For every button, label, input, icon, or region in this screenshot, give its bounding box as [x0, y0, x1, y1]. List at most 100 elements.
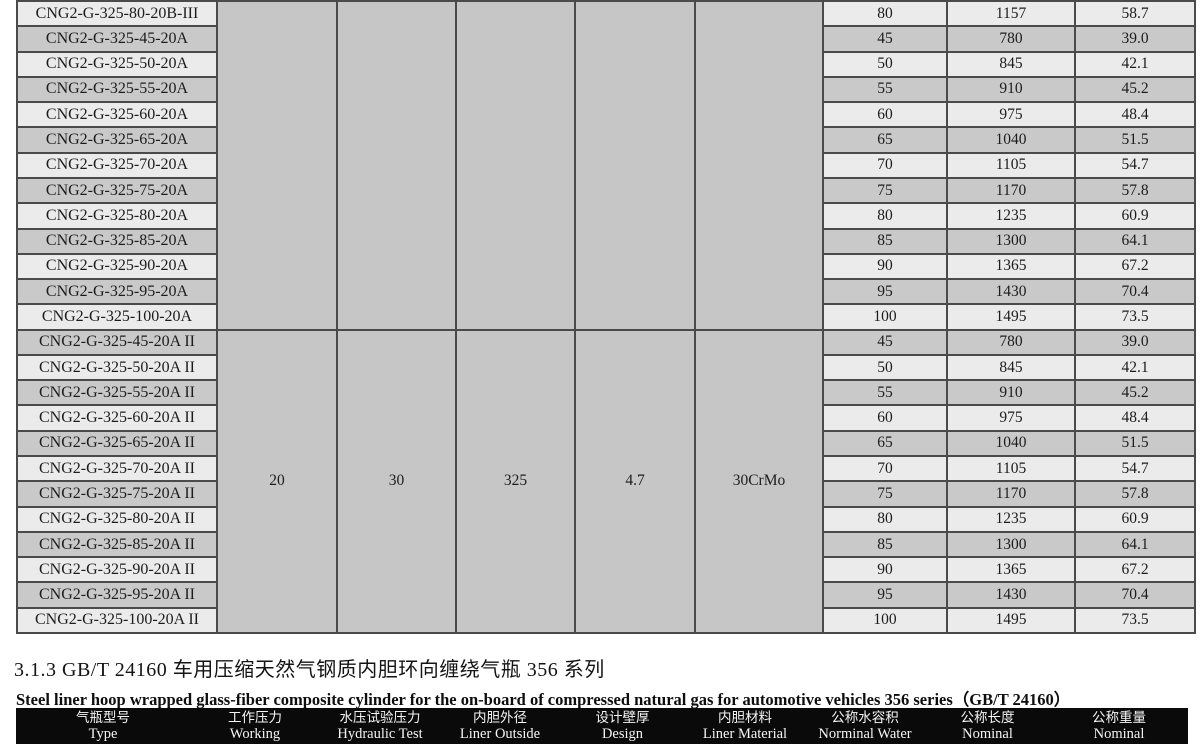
length-cell: 1040 [948, 431, 1074, 456]
model-cell: CNG2-G-325-85-20A [18, 229, 216, 253]
volume-cell: 100 [824, 608, 946, 632]
header-label-en: Liner Material [702, 726, 788, 742]
liner-material-merged-upper-cell [696, 2, 822, 329]
volume-cell: 65 [824, 431, 946, 456]
model-cell: CNG2-G-325-45-20A II [18, 330, 216, 354]
header-label-en: Norminal Water [818, 726, 912, 742]
working-pressure-merged-upper-cell [218, 2, 336, 329]
liner-outside-diameter-cell: 325 [457, 330, 574, 632]
volume-cell: 80 [824, 507, 946, 531]
weight-cell: 64.1 [1076, 229, 1194, 253]
volume-cell: 55 [824, 381, 946, 405]
length-cell: 910 [948, 381, 1074, 405]
volume-cell: 90 [824, 558, 946, 582]
volume-cell: 80 [824, 204, 946, 228]
weight-cell: 67.2 [1076, 254, 1194, 279]
length-cell: 1170 [948, 178, 1074, 203]
weight-cell: 57.8 [1076, 178, 1194, 203]
header-column-7: 公称水容积 Norminal Water [805, 708, 925, 744]
length-cell: 780 [948, 27, 1074, 51]
model-cell: CNG2-G-325-50-20A [18, 52, 216, 76]
weight-cell: 51.5 [1076, 128, 1194, 152]
volume-cell: 60 [824, 103, 946, 127]
weight-cell: 45.2 [1076, 77, 1194, 102]
model-cell: CNG2-G-325-80-20B-III [18, 2, 216, 26]
volume-cell: 60 [824, 406, 946, 430]
liner-material-cell: 30CrMo [696, 330, 822, 632]
header-label-zh: 内胆外径 [473, 709, 527, 725]
header-label-zh: 内胆材料 [718, 709, 772, 725]
weight-cell: 64.1 [1076, 532, 1194, 557]
header-label-zh: 工作压力 [228, 709, 282, 725]
model-cell: CNG2-G-325-75-20A II [18, 482, 216, 506]
header-label-zh: 水压试验压力 [339, 709, 421, 725]
header-label-zh: 气瓶型号 [76, 709, 130, 725]
weight-cell: 70.4 [1076, 583, 1194, 607]
weight-cell: 57.8 [1076, 482, 1194, 506]
weight-cell: 73.5 [1076, 305, 1194, 329]
model-cell: CNG2-G-325-90-20A II [18, 558, 216, 582]
volume-cell: 80 [824, 2, 946, 26]
volume-cell: 55 [824, 77, 946, 102]
length-cell: 910 [948, 77, 1074, 102]
model-cell: CNG2-G-325-80-20A II [18, 507, 216, 531]
weight-cell: 70.4 [1076, 280, 1194, 304]
length-cell: 1105 [948, 153, 1074, 177]
model-cell: CNG2-G-325-95-20A II [18, 583, 216, 607]
length-cell: 845 [948, 355, 1074, 380]
length-cell: 780 [948, 330, 1074, 354]
length-cell: 1300 [948, 532, 1074, 557]
length-cell: 1430 [948, 280, 1074, 304]
length-cell: 1365 [948, 558, 1074, 582]
volume-cell: 85 [824, 532, 946, 557]
model-cell: CNG2-G-325-85-20A II [18, 532, 216, 557]
model-cell: CNG2-G-325-75-20A [18, 178, 216, 203]
hydraulic-test-pressure-cell: 30 [338, 330, 455, 632]
header-label-en: Hydraulic Test [337, 726, 423, 742]
cylinder-spec-table: CNG2-G-325-80-20B-III 80 1157 58.7 CNG2-G-32… [16, 0, 1196, 634]
weight-cell: 58.7 [1076, 2, 1194, 26]
model-cell: CNG2-G-325-70-20A [18, 153, 216, 177]
length-cell: 1040 [948, 128, 1074, 152]
header-column-8: 公称长度 Nominal [925, 708, 1050, 744]
hydraulic-test-pressure-merged-upper-cell [338, 2, 455, 329]
length-cell: 1235 [948, 204, 1074, 228]
header-column-2: 工作压力 Working [190, 708, 320, 744]
length-cell: 1430 [948, 583, 1074, 607]
model-cell: CNG2-G-325-45-20A [18, 27, 216, 51]
length-cell: 1105 [948, 457, 1074, 481]
model-cell: CNG2-G-325-60-20A [18, 103, 216, 127]
header-column-3: 水压试验压力 Hydraulic Test [320, 708, 440, 744]
working-pressure-cell: 20 [218, 330, 336, 632]
length-cell: 1365 [948, 254, 1074, 279]
volume-cell: 100 [824, 305, 946, 329]
volume-cell: 50 [824, 355, 946, 380]
weight-cell: 42.1 [1076, 355, 1194, 380]
header-label-zh: 公称水容积 [831, 709, 899, 725]
volume-cell: 95 [824, 280, 946, 304]
model-cell: CNG2-G-325-70-20A II [18, 457, 216, 481]
weight-cell: 67.2 [1076, 558, 1194, 582]
volume-cell: 75 [824, 482, 946, 506]
model-cell: CNG2-G-325-90-20A [18, 254, 216, 279]
weight-cell: 48.4 [1076, 103, 1194, 127]
model-cell: CNG2-G-325-95-20A [18, 280, 216, 304]
model-cell: CNG2-G-325-50-20A II [18, 355, 216, 380]
volume-cell: 95 [824, 583, 946, 607]
length-cell: 845 [948, 52, 1074, 76]
length-cell: 1235 [948, 507, 1074, 531]
model-cell: CNG2-G-325-100-20A [18, 305, 216, 329]
weight-cell: 45.2 [1076, 381, 1194, 405]
length-cell: 1300 [948, 229, 1074, 253]
weight-cell: 54.7 [1076, 153, 1194, 177]
model-cell: CNG2-G-325-65-20A II [18, 431, 216, 456]
design-wall-thickness-merged-upper-cell [576, 2, 694, 329]
volume-cell: 70 [824, 153, 946, 177]
model-cell: CNG2-G-325-55-20A [18, 77, 216, 102]
volume-cell: 75 [824, 178, 946, 203]
volume-cell: 70 [824, 457, 946, 481]
volume-cell: 65 [824, 128, 946, 152]
header-column-6: 内胆材料 Liner Material [685, 708, 805, 744]
length-cell: 1495 [948, 608, 1074, 632]
